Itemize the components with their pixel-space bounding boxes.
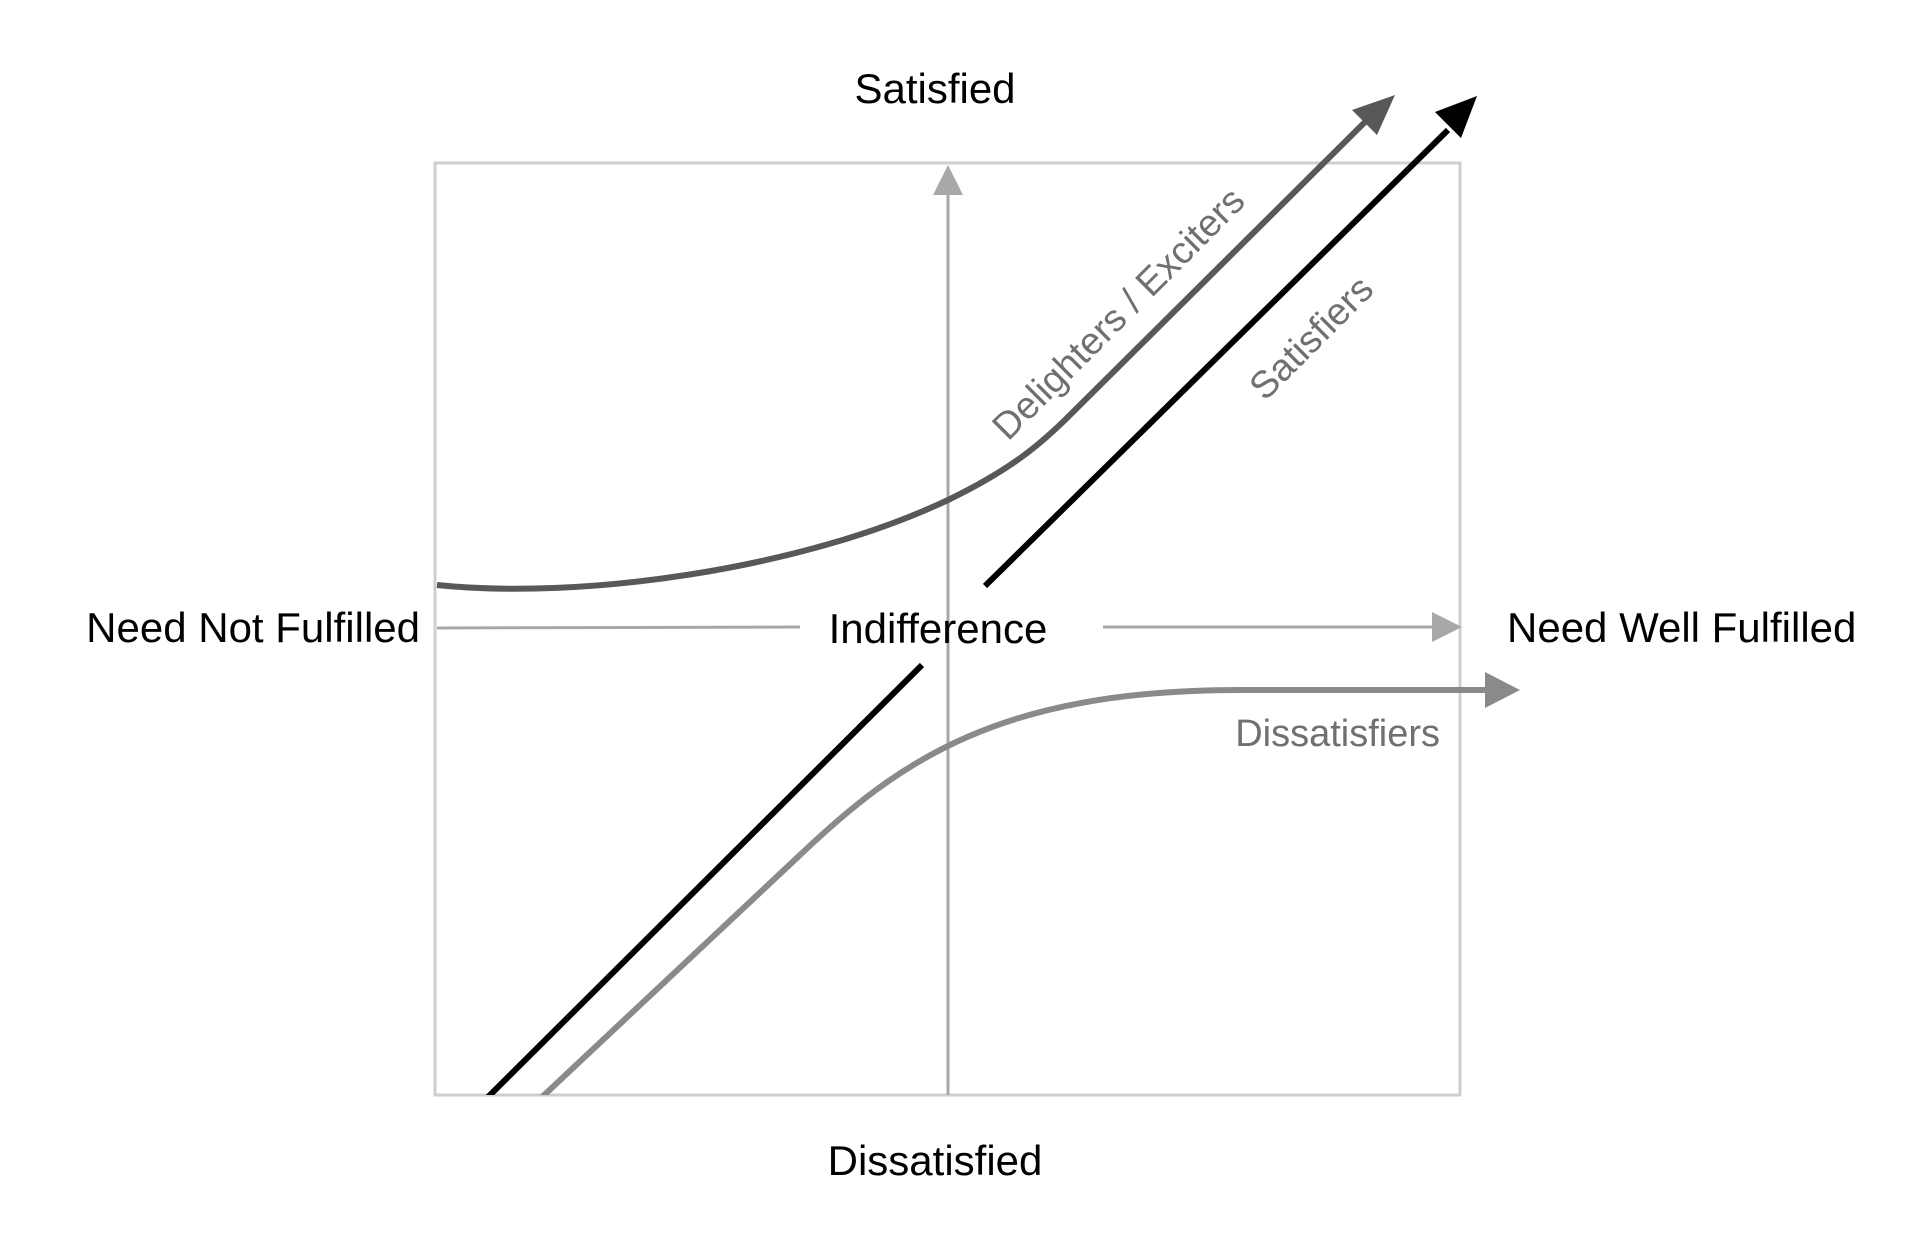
dissatisfiers-curve-lower [539, 852, 803, 1095]
delighters-arrowhead [1352, 95, 1395, 135]
satisfiers-arrowhead [1435, 96, 1477, 138]
horizontal-axis-left-segment [436, 625, 801, 630]
dissatisfiers-arrowhead [1485, 672, 1520, 708]
vertical-axis-arrowhead [933, 165, 963, 195]
satisfiers-curve-lower [485, 662, 925, 1095]
center-label: Indifference [829, 605, 1048, 652]
horizontal-axis-arrowhead [1432, 612, 1462, 642]
satisfiers-curve-upper [982, 127, 1451, 589]
right-label: Need Well Fulfilled [1507, 604, 1856, 651]
left-label: Need Not Fulfilled [86, 604, 420, 651]
delighters-label: Delighters / Exciters [985, 180, 1254, 449]
dissatisfiers-curve [797, 687, 1490, 858]
top-label: Satisfied [854, 65, 1015, 112]
dissatisfiers-label: Dissatisfiers [1235, 713, 1440, 755]
satisfiers-label: Satisfiers [1242, 268, 1382, 408]
bottom-label: Dissatisfied [828, 1137, 1043, 1184]
delighters-curve [436, 119, 1368, 592]
